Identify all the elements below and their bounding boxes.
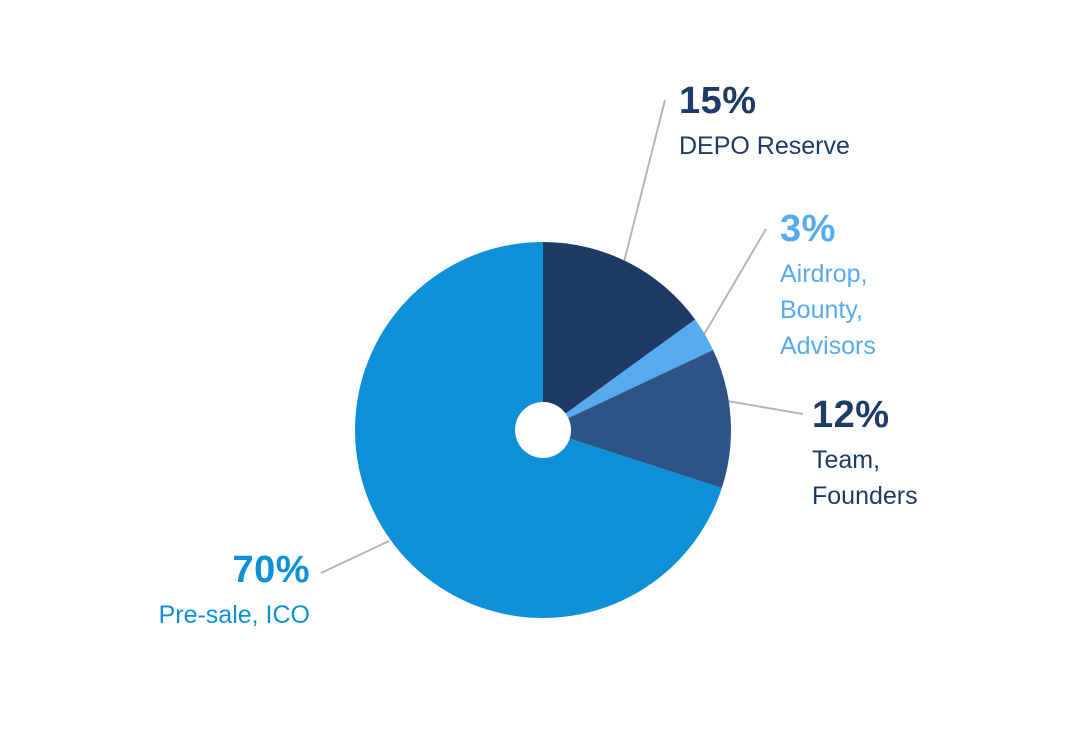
callout-airdrop-bounty-advisors: 3% Airdrop, Bounty, Advisors [780, 210, 876, 364]
callout-team-founders: 12% Team, Founders [812, 396, 918, 514]
leader-line-team-founders [726, 400, 804, 415]
pct-team-founders: 12% [812, 394, 890, 436]
pct-airdrop-bounty-advisors: 3% [780, 208, 836, 250]
donut-hole [515, 402, 571, 458]
pie-slice-airdrop-bounty-advisors [543, 319, 714, 430]
callout-presale-ico: 70% Pre-sale, ICO [159, 551, 310, 633]
name-airdrop-line-3: Advisors [780, 332, 876, 360]
leader-line-presale-ico [320, 540, 390, 574]
pct-depo-reserve: 15% [679, 80, 757, 122]
name-depo-reserve: DEPO Reserve [679, 132, 850, 160]
name-airdrop-line-1: Airdrop, [780, 260, 868, 288]
pie-slice-team-founders [543, 349, 732, 489]
name-team-line-2: Founders [812, 482, 918, 510]
leader-line-depo-reserve [623, 99, 666, 263]
name-airdrop-line-2: Bounty, [780, 296, 863, 324]
name-presale-ico: Pre-sale, ICO [158, 601, 310, 629]
pie-slice-depo-reserve [543, 242, 696, 430]
callout-depo-reserve: 15% DEPO Reserve [679, 82, 850, 164]
name-team-line-1: Team, [812, 446, 881, 474]
leader-line-airdrop-bounty-advisors [698, 228, 767, 344]
pct-presale-ico: 70% [232, 549, 310, 591]
